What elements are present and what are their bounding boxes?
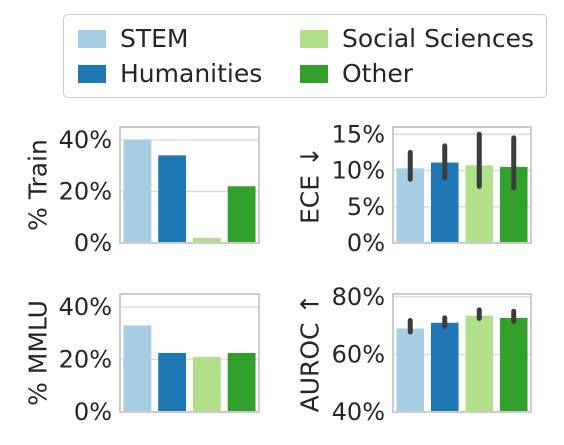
legend-label-humanities: Humanities [120,59,263,88]
y-tick-label: 0% [74,398,112,426]
bar-other [499,317,528,412]
legend-swatch-humanities [78,65,106,83]
y-tick-label: 60% [332,340,385,368]
bar-humanities [158,353,187,412]
panel-mmlu: 0% 20% 40%% MMLU [24,293,260,426]
panel-ece: 0% 5% 10% 15%ECE ↓ [296,120,532,257]
axes-frame [119,293,260,413]
bar-other [227,186,256,243]
bar-other [227,353,256,412]
legend-swatch-other [300,65,328,83]
axes-frame [392,126,532,244]
legend-label-other: Other [342,59,413,88]
bar-social-sciences [192,356,221,412]
bar-stem [396,328,425,412]
legend-swatch-social-sciences [300,30,328,48]
bar-stem [123,325,152,412]
y-axis-label: % Train [24,139,53,231]
y-axis-label: ECE ↓ [296,146,325,224]
y-tick-label: 5% [347,193,385,221]
bar-social-sciences [192,237,221,243]
y-tick-label: 20% [59,346,112,374]
y-axis-label: % MMLU [24,300,53,406]
panel-auroc: 40% 60% 80%AUROC ↑ [296,283,532,426]
panel-train: 0% 20% 40%% Train [24,126,260,257]
legend: STEM Social Sciences Humanities Other [63,14,547,98]
y-tick-label: 40% [59,126,112,154]
y-tick-label: 0% [347,229,385,257]
y-tick-label: 0% [74,229,112,257]
axes-frame [119,126,260,244]
y-tick-label: 15% [332,120,385,148]
bar-humanities [158,155,187,243]
y-tick-label: 80% [332,283,385,311]
y-tick-label: 40% [59,293,112,321]
y-axis-label: AUROC ↑ [296,294,325,413]
y-tick-label: 20% [59,177,112,205]
legend-swatch-stem [78,30,106,48]
legend-entry-stem: STEM [78,25,189,53]
legend-entry-social-sciences: Social Sciences [300,25,534,53]
legend-entry-other: Other [300,60,413,88]
y-tick-label: 40% [332,398,385,426]
legend-label-social-sciences: Social Sciences [342,24,535,53]
y-tick-label: 10% [332,157,385,185]
bar-stem [123,139,152,243]
axes-frame [392,293,532,413]
legend-entry-humanities: Humanities [78,60,262,88]
bar-social-sciences [465,315,494,412]
legend-label-stem: STEM [120,24,189,53]
bar-humanities [430,322,459,412]
